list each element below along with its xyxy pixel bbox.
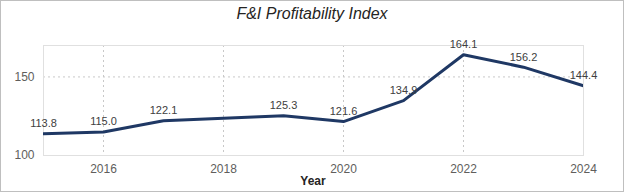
svg-text:115.0: 115.0: [90, 115, 117, 127]
svg-text:125.3: 125.3: [270, 99, 298, 111]
svg-text:2016: 2016: [90, 162, 117, 176]
svg-text:164.1: 164.1: [450, 38, 478, 50]
svg-text:156.2: 156.2: [510, 51, 538, 63]
svg-text:121.6: 121.6: [330, 105, 358, 117]
svg-text:2022: 2022: [450, 162, 477, 176]
svg-text:Year: Year: [300, 174, 326, 188]
svg-text:122.1: 122.1: [150, 104, 178, 116]
svg-text:2020: 2020: [330, 162, 357, 176]
svg-text:150: 150: [14, 70, 34, 84]
svg-text:2018: 2018: [210, 162, 237, 176]
svg-text:100: 100: [14, 148, 34, 162]
svg-text:134.9: 134.9: [390, 84, 418, 96]
html-text:F&I Profitability Index: F&I Profitability Index: [236, 5, 388, 22]
svg-text:113.8: 113.8: [30, 117, 57, 129]
svg-text:2024: 2024: [570, 162, 597, 176]
svg-text:144.4: 144.4: [570, 69, 598, 81]
